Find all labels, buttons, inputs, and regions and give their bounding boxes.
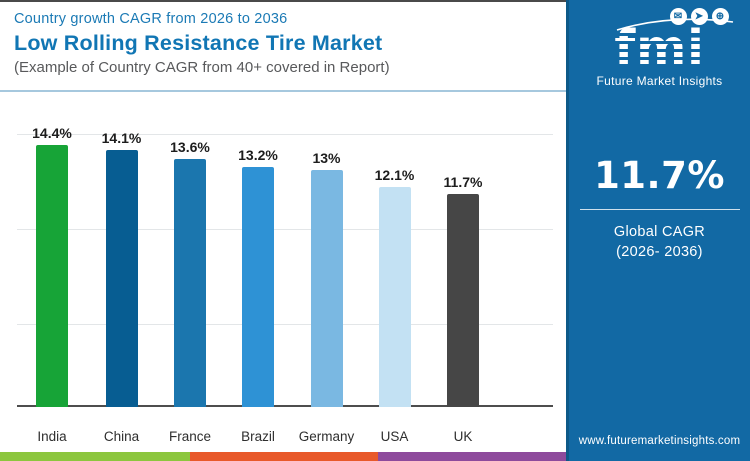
bar-china	[105, 150, 138, 407]
global-cagr-label: Global CAGR (2026- 2036)	[569, 222, 750, 263]
global-cagr-stat: 11.7% Global CAGR (2026- 2036)	[569, 154, 750, 263]
bar-category-label: China	[103, 429, 140, 444]
bar-germany	[310, 170, 343, 407]
globe-icon: ⊕	[711, 8, 729, 25]
logo-icons-row: ✉ ➤ ⊕	[669, 8, 729, 25]
chart-subtitle: Country growth CAGR from 2026 to 2036	[14, 11, 288, 27]
bar-value-label: 12.1%	[374, 167, 415, 183]
global-cagr-label-line2: (2026- 2036)	[616, 244, 703, 261]
gridline	[17, 229, 553, 230]
chart-header: Country growth CAGR from 2026 to 2036 Lo…	[0, 2, 566, 92]
strip-green	[0, 452, 190, 461]
gridline	[17, 134, 553, 135]
fmi-logo: ✉ ➤ ⊕ fmi Future Market Insights	[585, 8, 735, 96]
bar-brazil	[242, 167, 274, 407]
bar-value-label: 14.4%	[32, 125, 72, 141]
global-cagr-label-line1: Global CAGR	[613, 224, 706, 240]
bar-category-label: Brazil	[241, 429, 275, 444]
bar-group-china: 14.1% China	[87, 130, 157, 444]
x-axis-line	[17, 405, 553, 407]
bar-category-label: India	[37, 429, 67, 444]
plot-area: 14.4% India 14.1% China 13.6% France 13.2% Braz…	[0, 94, 566, 454]
gridline	[17, 324, 553, 325]
bar-group-brazil: 13.2% Brazil	[223, 147, 293, 444]
website-link[interactable]: www.futuremarketinsights.com	[578, 435, 741, 447]
footer-color-strip	[0, 452, 566, 461]
global-cagr-value: 11.7%	[594, 154, 725, 197]
bar-group-france: 13.6% France	[155, 139, 225, 444]
bar-group-india: 14.4% India	[17, 125, 87, 444]
send-icon: ➤	[690, 8, 708, 25]
bar-value-label: 14.1%	[101, 130, 142, 146]
bar-value-label: 11.7%	[443, 174, 483, 190]
stat-divider	[579, 209, 740, 210]
bar-uk	[447, 194, 479, 407]
bar-group-uk: 11.7% UK	[428, 174, 498, 444]
bar-group-germany: 13% Germany	[292, 150, 362, 444]
bar-category-label: UK	[453, 429, 473, 444]
fmi-logo-subtext: Future Market Insights	[596, 74, 723, 88]
brand-sidebar: ✉ ➤ ⊕ fmi Future Market Insights 11.7% G…	[566, 0, 750, 461]
bar-usa	[378, 187, 411, 407]
mail-icon: ✉	[669, 8, 687, 25]
bar-india	[36, 145, 68, 407]
chart-panel: Country growth CAGR from 2026 to 2036 Lo…	[0, 0, 566, 461]
page-title: Low Rolling Resistance Tire Market	[14, 31, 383, 55]
chart-note: (Example of Country CAGR from 40+ covere…	[14, 59, 390, 76]
strip-purple	[378, 452, 566, 461]
bar-france	[174, 159, 206, 407]
bar-value-label: 13.2%	[238, 147, 278, 163]
bar-category-label: Germany	[298, 429, 355, 444]
bar-category-label: USA	[380, 429, 409, 444]
bar-category-label: France	[168, 429, 212, 444]
strip-orange	[190, 452, 378, 461]
bar-group-usa: 12.1% USA	[360, 167, 430, 444]
bar-value-label: 13%	[312, 150, 341, 166]
bar-value-label: 13.6%	[170, 139, 210, 155]
